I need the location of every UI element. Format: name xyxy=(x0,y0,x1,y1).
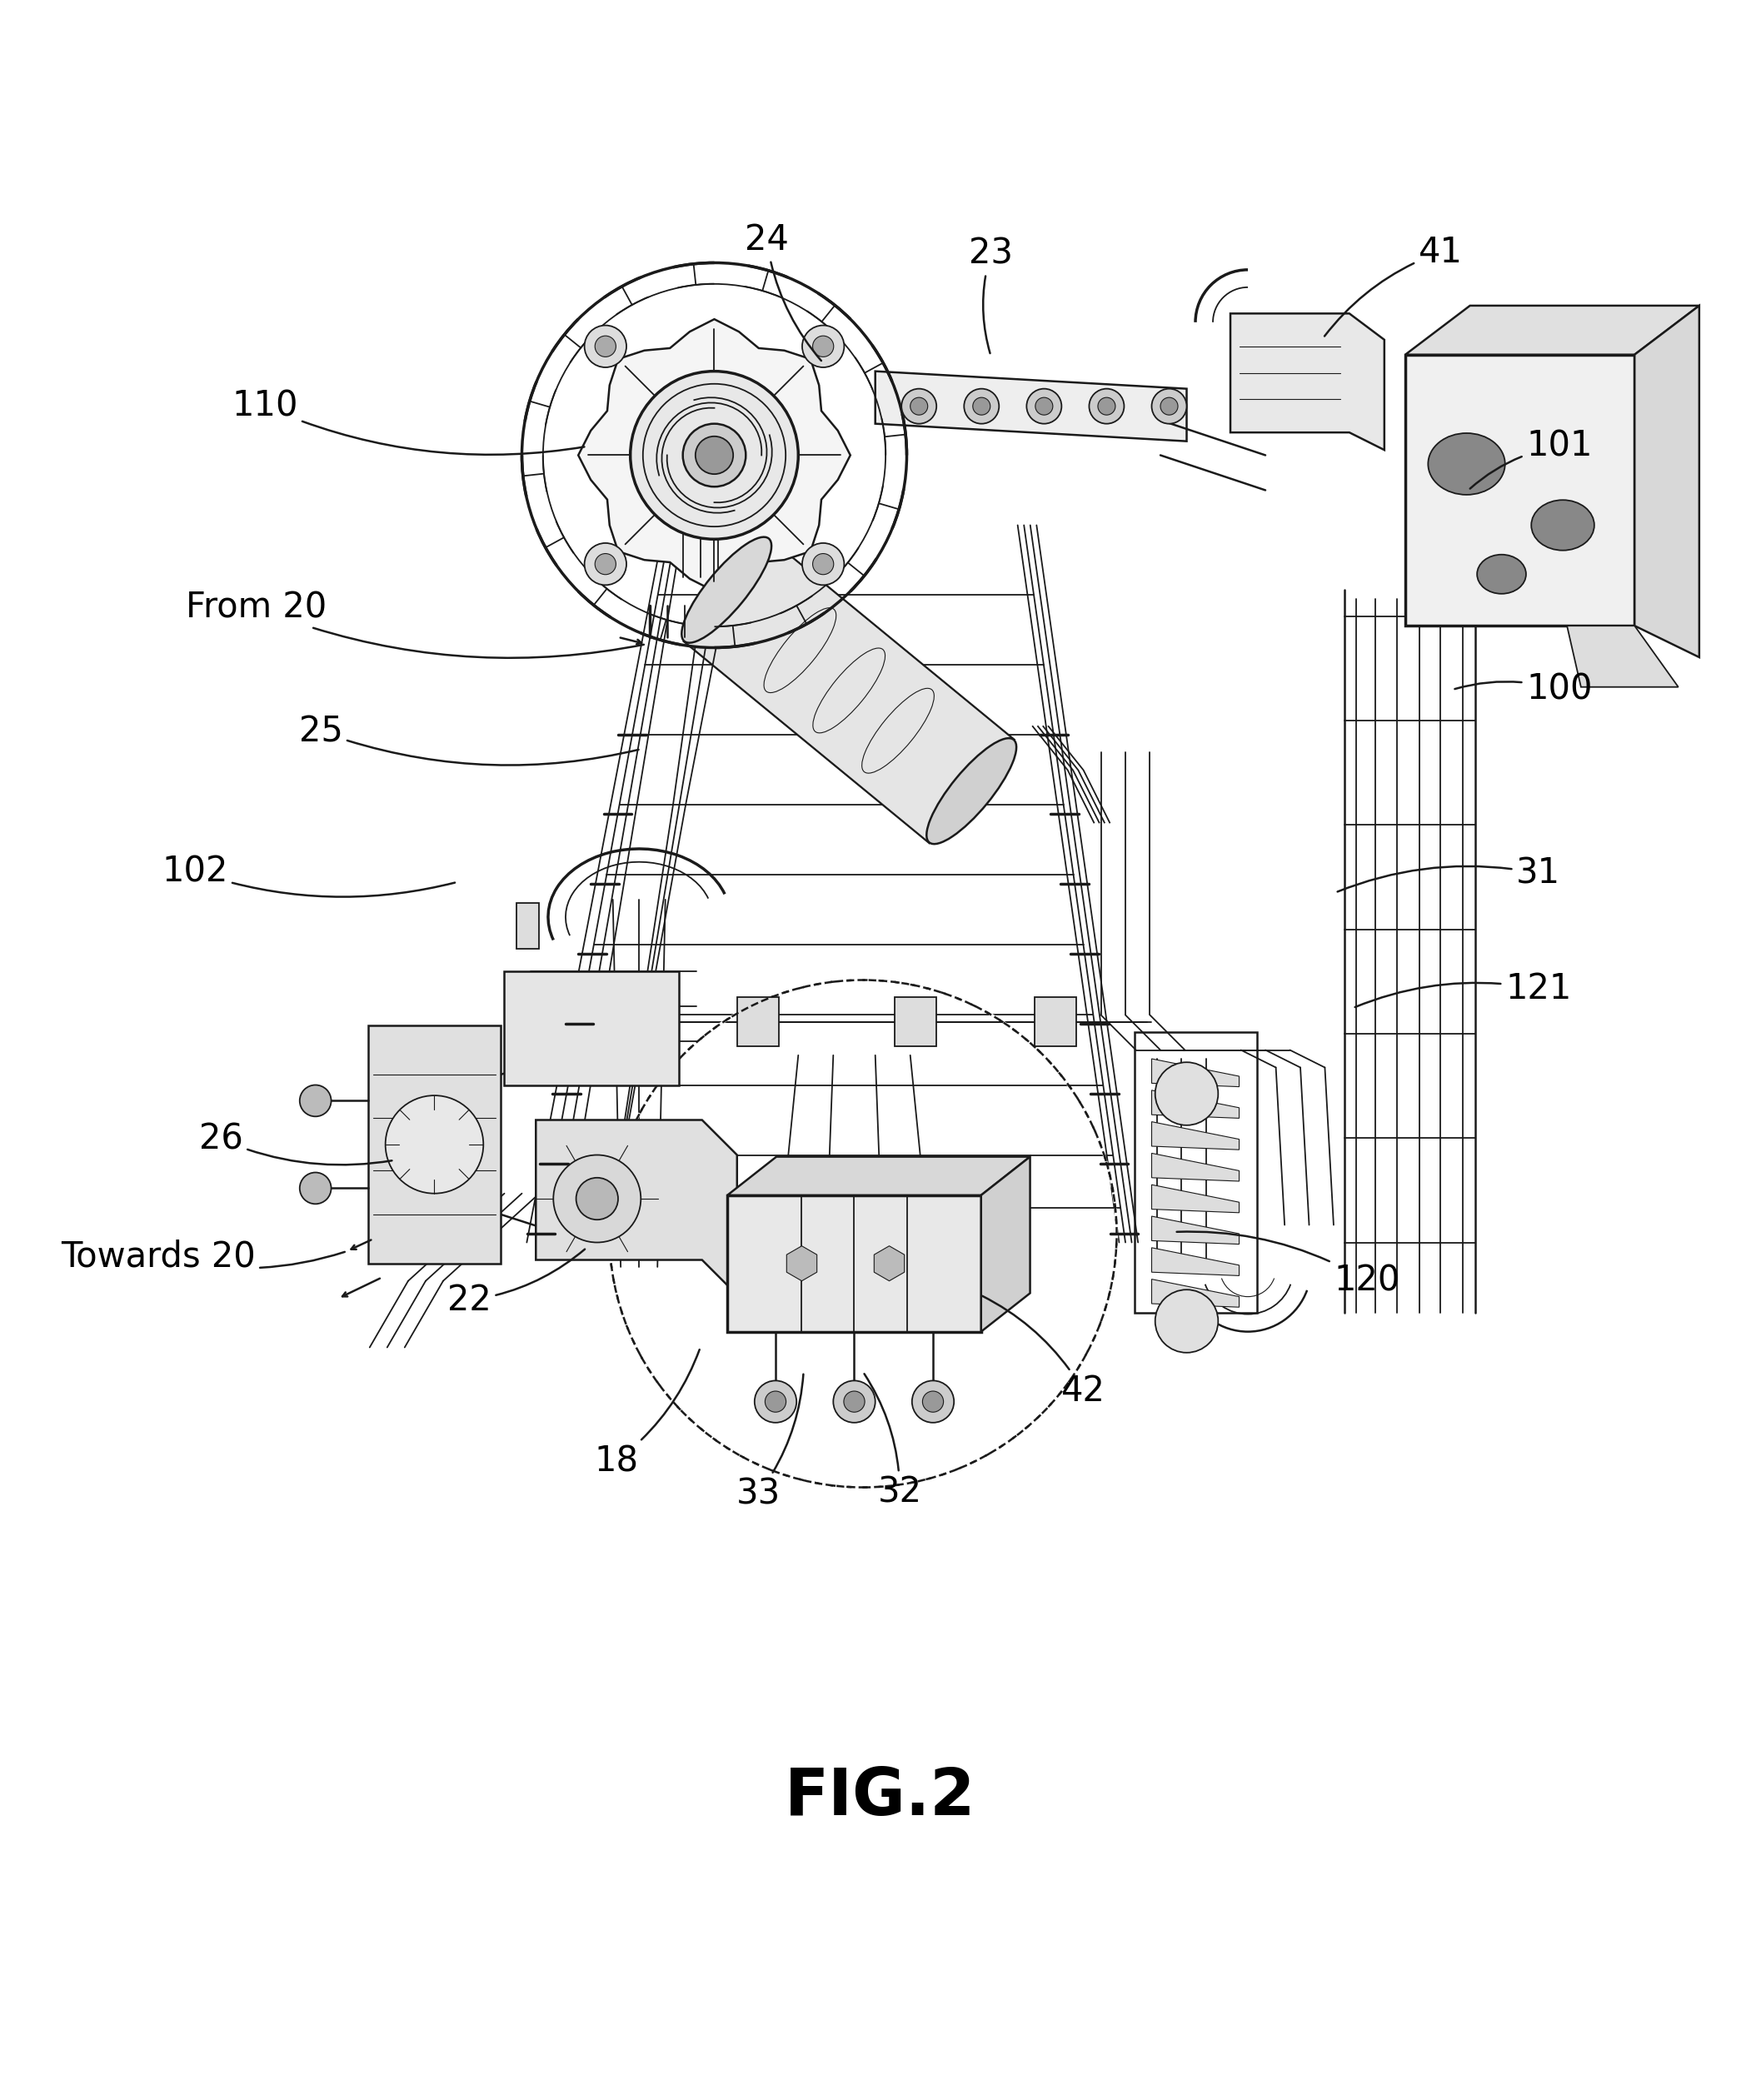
Polygon shape xyxy=(738,997,778,1046)
Text: 25: 25 xyxy=(299,714,639,764)
Text: FIG.2: FIG.2 xyxy=(785,1766,976,1829)
Circle shape xyxy=(902,388,937,424)
Polygon shape xyxy=(578,319,851,592)
Circle shape xyxy=(585,326,627,367)
Circle shape xyxy=(764,1390,785,1411)
Circle shape xyxy=(1088,388,1124,424)
Polygon shape xyxy=(516,903,539,949)
Polygon shape xyxy=(895,997,937,1046)
Circle shape xyxy=(576,1178,618,1220)
Circle shape xyxy=(1097,397,1115,416)
Ellipse shape xyxy=(1428,433,1506,496)
Circle shape xyxy=(912,1380,954,1422)
Polygon shape xyxy=(727,1195,981,1331)
Circle shape xyxy=(754,1380,796,1422)
Ellipse shape xyxy=(926,739,1016,844)
Polygon shape xyxy=(1152,1090,1240,1117)
Text: 24: 24 xyxy=(745,223,821,361)
Circle shape xyxy=(963,388,998,424)
Polygon shape xyxy=(787,1245,817,1281)
Ellipse shape xyxy=(1532,500,1594,550)
Circle shape xyxy=(299,1086,331,1117)
Text: 42: 42 xyxy=(983,1296,1106,1409)
Polygon shape xyxy=(1152,1247,1240,1275)
Circle shape xyxy=(299,1172,331,1203)
Polygon shape xyxy=(597,997,639,1046)
Polygon shape xyxy=(1634,307,1699,657)
Circle shape xyxy=(923,1390,944,1411)
Circle shape xyxy=(910,397,928,416)
Polygon shape xyxy=(1152,1184,1240,1212)
Text: 32: 32 xyxy=(865,1373,921,1510)
Circle shape xyxy=(972,397,990,416)
Circle shape xyxy=(696,437,733,475)
Text: 41: 41 xyxy=(1324,235,1462,336)
Polygon shape xyxy=(1152,1058,1240,1086)
Text: 23: 23 xyxy=(969,237,1013,353)
Circle shape xyxy=(683,424,747,487)
Polygon shape xyxy=(873,1245,905,1281)
Circle shape xyxy=(1035,397,1053,416)
Circle shape xyxy=(595,336,616,357)
Circle shape xyxy=(833,1380,875,1422)
Circle shape xyxy=(844,1390,865,1411)
Polygon shape xyxy=(1152,1121,1240,1149)
Circle shape xyxy=(595,554,616,575)
Text: 26: 26 xyxy=(199,1121,393,1166)
Circle shape xyxy=(1152,388,1187,424)
Text: 31: 31 xyxy=(1338,857,1560,892)
Polygon shape xyxy=(1231,313,1384,449)
Circle shape xyxy=(803,326,844,367)
Circle shape xyxy=(386,1096,483,1193)
Polygon shape xyxy=(875,372,1187,441)
Polygon shape xyxy=(1405,307,1699,355)
Circle shape xyxy=(812,336,833,357)
Circle shape xyxy=(1160,397,1178,416)
Text: 120: 120 xyxy=(1176,1231,1400,1298)
Polygon shape xyxy=(981,1157,1030,1331)
Text: 33: 33 xyxy=(736,1373,803,1512)
Text: 110: 110 xyxy=(232,388,585,456)
Ellipse shape xyxy=(1477,554,1527,594)
Circle shape xyxy=(585,544,627,586)
Polygon shape xyxy=(1152,1153,1240,1180)
Text: 102: 102 xyxy=(162,855,454,897)
Circle shape xyxy=(803,544,844,586)
Polygon shape xyxy=(535,1119,738,1296)
Polygon shape xyxy=(504,972,680,1086)
Circle shape xyxy=(630,372,798,540)
Polygon shape xyxy=(727,1157,1030,1195)
Polygon shape xyxy=(1152,1216,1240,1243)
Polygon shape xyxy=(1152,1279,1240,1306)
Circle shape xyxy=(553,1155,641,1243)
Ellipse shape xyxy=(682,538,771,643)
Text: 100: 100 xyxy=(1455,672,1592,708)
Text: 121: 121 xyxy=(1354,972,1571,1008)
Text: 101: 101 xyxy=(1470,428,1592,489)
Polygon shape xyxy=(1405,355,1634,626)
Polygon shape xyxy=(685,538,1014,842)
Circle shape xyxy=(1027,388,1062,424)
Text: From 20: From 20 xyxy=(185,590,645,657)
Circle shape xyxy=(1155,1063,1219,1126)
Polygon shape xyxy=(368,1025,500,1264)
Circle shape xyxy=(812,554,833,575)
Text: Towards 20: Towards 20 xyxy=(60,1239,345,1275)
Polygon shape xyxy=(1567,626,1678,687)
Polygon shape xyxy=(1034,997,1076,1046)
Circle shape xyxy=(1155,1289,1219,1352)
Text: 18: 18 xyxy=(593,1350,699,1478)
Text: 22: 22 xyxy=(447,1250,585,1317)
